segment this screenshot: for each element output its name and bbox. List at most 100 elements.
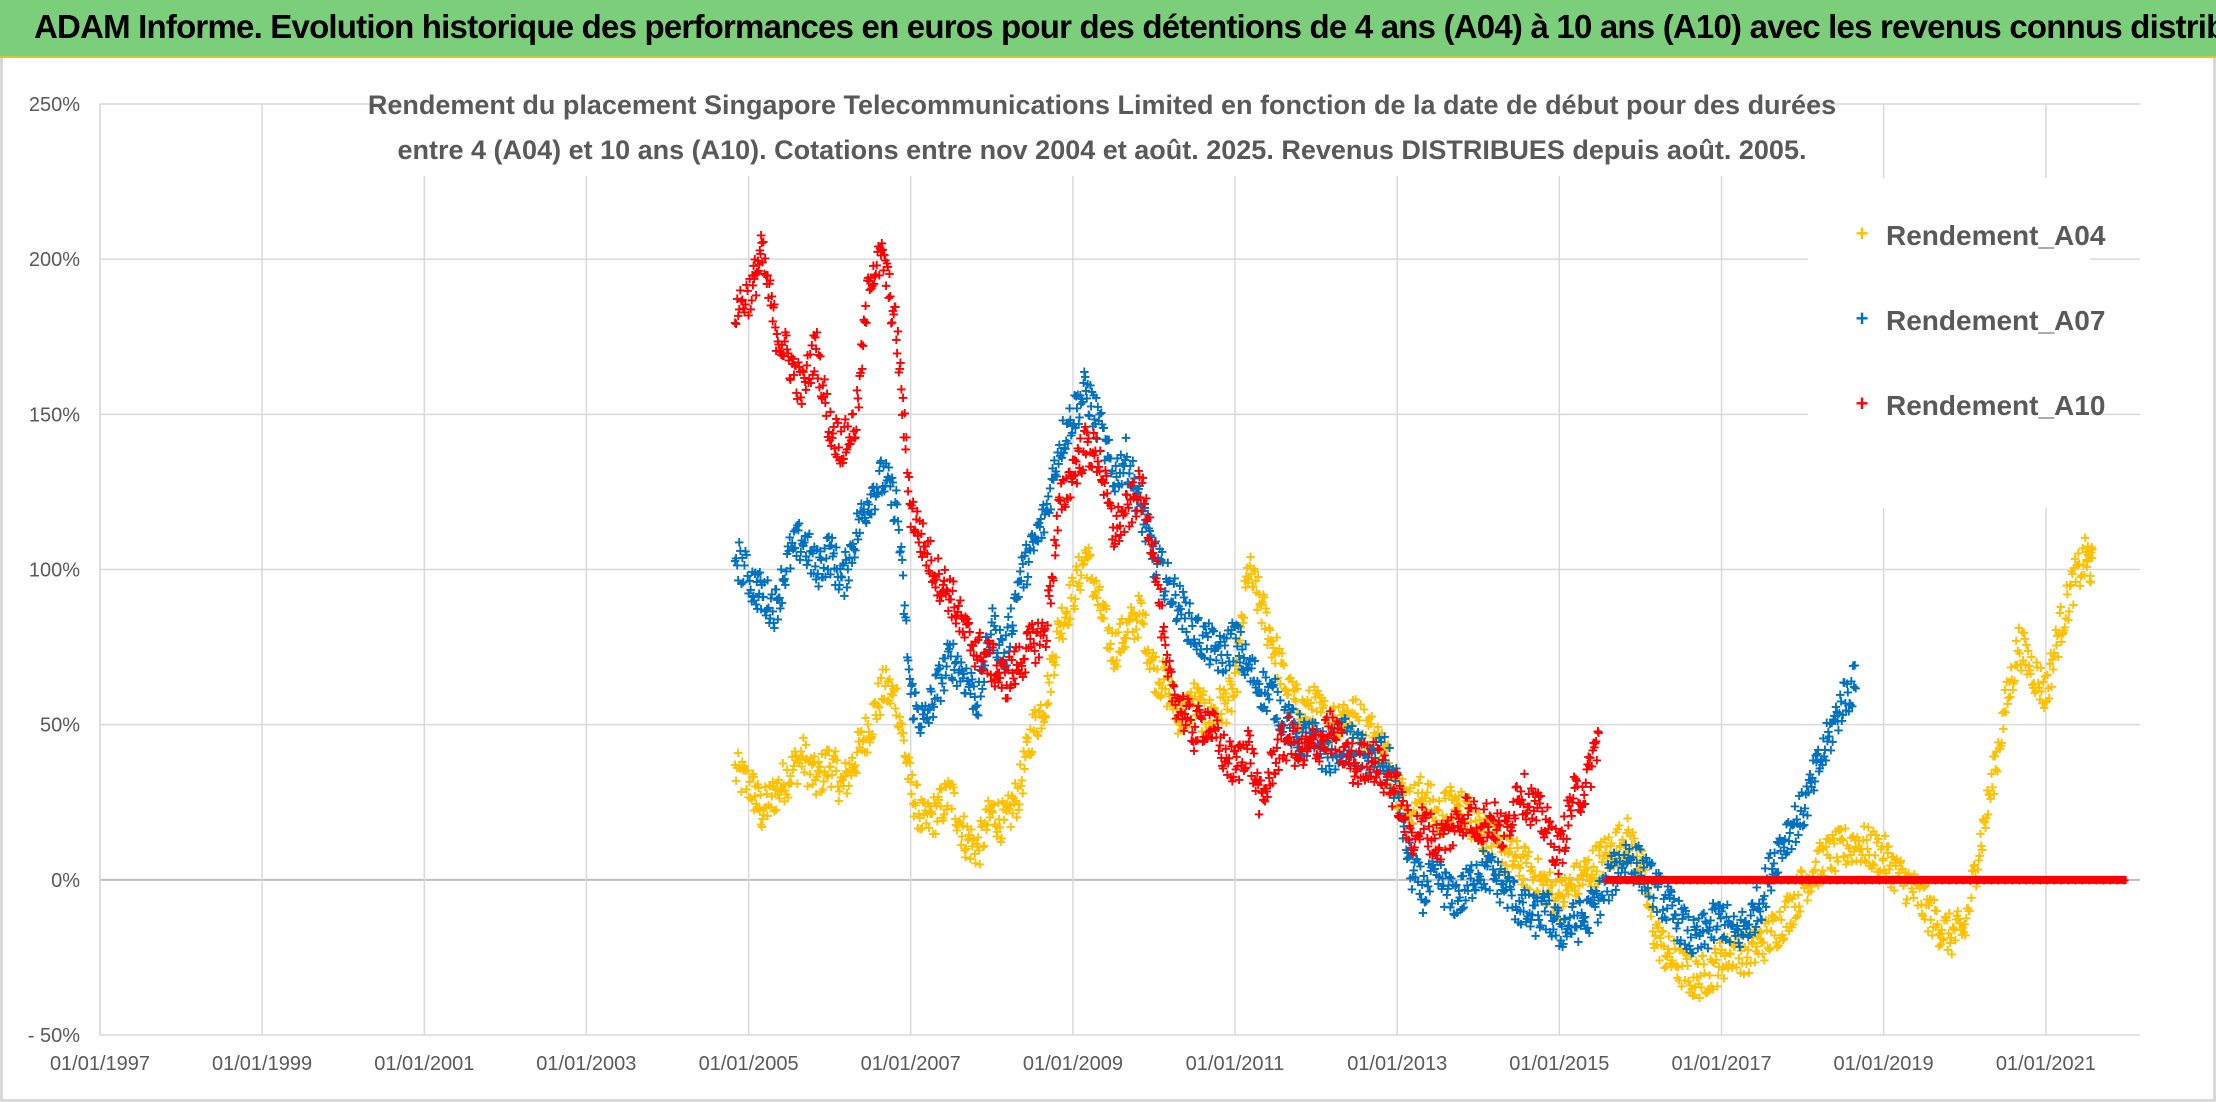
data-point: + (1539, 866, 1549, 885)
data-point: + (1490, 816, 1500, 835)
data-point: + (1321, 733, 1331, 752)
data-point: + (760, 777, 770, 796)
data-point: + (1554, 911, 1564, 930)
data-point: + (952, 821, 962, 840)
data-point: + (1483, 850, 1493, 869)
legend-label-a04: Rendement_A04 (1886, 220, 2106, 251)
data-point: + (769, 802, 779, 821)
data-point: + (1197, 722, 1207, 741)
data-point: + (1534, 884, 1544, 903)
data-point: + (1533, 850, 1543, 869)
data-point: + (1224, 669, 1234, 688)
data-point: + (1336, 706, 1346, 725)
data-point: + (1308, 711, 1318, 730)
data-point: + (1338, 703, 1348, 722)
data-point: + (1494, 828, 1504, 847)
data-point: + (912, 776, 922, 795)
data-point: + (1620, 848, 1630, 867)
data-point: + (1614, 816, 1624, 835)
data-point: + (1143, 641, 1153, 660)
data-point: + (1122, 613, 1132, 632)
data-point: + (852, 743, 862, 762)
data-point: + (1382, 739, 1392, 758)
data-point: + (1025, 746, 1035, 765)
data-point: + (1067, 568, 1077, 587)
data-point: + (1319, 696, 1329, 715)
data-point: + (1517, 875, 1527, 894)
data-point: + (1349, 723, 1359, 742)
data-point: + (1575, 858, 1585, 877)
data-point: + (1605, 845, 1615, 864)
data-point: + (1594, 723, 1604, 742)
data-point: + (1457, 811, 1467, 830)
data-point: + (1145, 659, 1155, 678)
data-point: + (1589, 869, 1599, 888)
data-point: + (1410, 793, 1420, 812)
data-point: + (1621, 844, 1631, 863)
data-point: + (1526, 858, 1536, 877)
data-point: + (1504, 843, 1514, 862)
x-tick-label: 01/01/2019 (1834, 1053, 1934, 1075)
data-point: + (1057, 599, 1067, 618)
data-point: + (1558, 897, 1568, 916)
data-point: + (1633, 860, 1643, 879)
data-point: + (961, 840, 971, 859)
data-point: + (1512, 831, 1522, 850)
data-point: + (1333, 712, 1343, 731)
data-point: + (839, 767, 849, 786)
data-point: + (1053, 612, 1063, 631)
data-point: + (1287, 700, 1297, 719)
x-tick-label: 01/01/1999 (212, 1053, 312, 1075)
data-point: + (1259, 588, 1269, 607)
data-point: + (1462, 794, 1472, 813)
data-point: + (890, 699, 900, 718)
data-point: + (871, 706, 881, 725)
data-point: + (1118, 634, 1128, 653)
data-point: + (1012, 808, 1022, 827)
data-point: + (951, 815, 961, 834)
data-point: + (1267, 648, 1277, 667)
data-point: + (1049, 653, 1059, 672)
data-point: + (857, 360, 867, 379)
data-point: + (1001, 800, 1011, 819)
data-point: + (1005, 796, 1015, 815)
data-point: + (890, 681, 900, 700)
data-point: + (844, 777, 854, 796)
data-point: + (849, 758, 859, 777)
data-point: + (1284, 670, 1294, 689)
data-point: + (1120, 638, 1130, 657)
data-point: + (1249, 744, 1259, 763)
data-point: + (1576, 867, 1586, 886)
data-point: + (1465, 802, 1475, 821)
data-point: + (1363, 739, 1373, 758)
data-point: + (1495, 829, 1505, 848)
data-point: + (960, 841, 970, 860)
data-point: + (1115, 615, 1125, 634)
data-point: + (1450, 800, 1460, 819)
data-point: + (890, 298, 900, 317)
data-point: + (1476, 814, 1486, 833)
data-point: + (1188, 696, 1198, 715)
data-point: + (1434, 792, 1444, 811)
data-point: + (1394, 798, 1404, 817)
data-point: + (804, 752, 814, 771)
data-point: + (896, 353, 906, 372)
data-point: + (1585, 870, 1595, 889)
data-point: + (1226, 675, 1236, 694)
data-point: + (766, 798, 776, 817)
data-point: + (1386, 778, 1396, 797)
data-point: + (826, 758, 836, 777)
data-point: + (944, 774, 954, 793)
data-point: + (1584, 850, 1594, 869)
data-point: + (2068, 595, 2078, 614)
data-point: + (1543, 882, 1553, 901)
data-point: + (771, 801, 781, 820)
data-point: + (1961, 926, 1971, 945)
data-point: + (1112, 657, 1122, 676)
data-point: + (1557, 872, 1567, 891)
data-point: + (973, 828, 983, 847)
data-point: + (1520, 837, 1530, 856)
data-point: + (1514, 867, 1524, 886)
data-point: + (1290, 681, 1300, 700)
data-point: + (955, 814, 965, 833)
